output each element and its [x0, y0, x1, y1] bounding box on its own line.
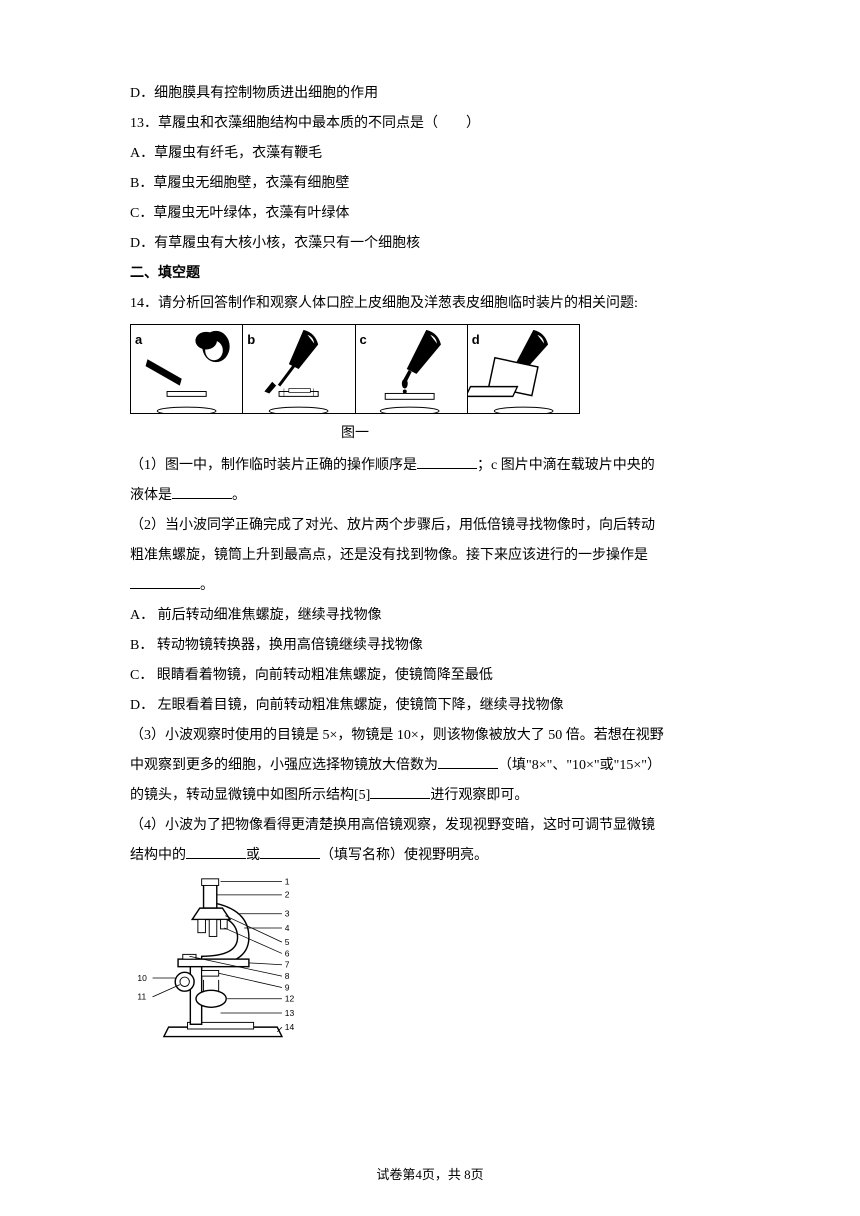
q14-p2-line2: 粗准焦螺旋，镜筒上升到最高点，还是没有找到物像。接下来应该进行的一步操作是: [130, 542, 730, 570]
q14-p4-line1: （4）小波为了把物像看得更清楚换用高倍镜观察，发现视野变暗，这时可调节显微镜: [130, 812, 730, 840]
q13-stem: 13．草履虫和衣藻细胞结构中最本质的不同点是（ ）: [130, 110, 730, 138]
micro-label-6: 6: [285, 948, 290, 958]
figure-b-illustration: [243, 325, 354, 413]
blank-6: [186, 842, 246, 859]
blank-3: [130, 572, 200, 589]
q14-p2-option-a: A． 前后转动细准焦螺旋，继续寻找物像: [130, 602, 730, 630]
page-footer: 试卷第4页，共 8页: [0, 1162, 860, 1188]
micro-label-8: 8: [285, 971, 290, 981]
q14-p3-line2: 中观察到更多的细胞，小强应选择物镜放大倍数为 （填"8×"、"10×"或"15×"…: [130, 752, 730, 780]
q14-p3-e: 进行观察即可。: [430, 788, 528, 803]
q14-p1-d: 。: [232, 488, 246, 503]
q14-p3-b: 中观察到更多的细胞，小强应选择物镜放大倍数为: [130, 758, 438, 773]
section-2-title: 二、填空题: [130, 260, 730, 288]
q14-p4-line2: 结构中的 或 （填写名称）使视野明亮。: [130, 842, 730, 870]
figure-a-illustration: [131, 325, 242, 413]
figure-one: a b c: [130, 324, 580, 414]
figure-cell-d: d: [468, 325, 579, 413]
q13-option-b: B．草履虫无细胞壁，衣藻有细胞壁: [130, 170, 730, 198]
figure-cell-b: b: [243, 325, 355, 413]
q14-p3-line1: （3）小波观察时使用的目镜是 5×，物镜是 10×，则该物像被放大了 50 倍。…: [130, 722, 730, 750]
micro-label-13: 13: [285, 1008, 295, 1018]
micro-label-9: 9: [285, 982, 290, 992]
q12-option-d: D．细胞膜具有控制物质进出细胞的作用: [130, 80, 730, 108]
q13-option-d: D．有草履虫有大核小核，衣藻只有一个细胞核: [130, 230, 730, 258]
q14-p1-c: 液体是: [130, 488, 172, 503]
micro-label-10: 10: [137, 973, 147, 983]
q14-p2-option-c: C． 眼睛看着物镜，向前转动粗准焦螺旋，使镜筒降至最低: [130, 662, 730, 690]
blank-1: [417, 452, 477, 469]
q14-p2-line1: （2）当小波同学正确完成了对光、放片两个步骤后，用低倍镜寻找物像时，向后转动: [130, 512, 730, 540]
q14-p1-line1: （1）图一中，制作临时装片正确的操作顺序是 ；c 图片中滴在载玻片中央的: [130, 452, 730, 480]
figure-cell-a: a: [131, 325, 243, 413]
q14-p2-c: 。: [200, 578, 214, 593]
q14-p1-a: （1）图一中，制作临时装片正确的操作顺序是: [130, 458, 417, 473]
microscope-diagram: 1 2 3 4 5 6 7 8 9 10 11 12 13 14: [130, 876, 330, 1046]
q13-option-c: C．草履虫无叶绿体，衣藻有叶绿体: [130, 200, 730, 228]
figure-c-illustration: [356, 325, 467, 413]
micro-label-2: 2: [285, 890, 290, 900]
q14-p4-d: （填写名称）使视野明亮。: [320, 848, 488, 863]
blank-2: [172, 482, 232, 499]
micro-label-14: 14: [285, 1022, 295, 1032]
q14-p2-line3: 。: [130, 572, 730, 600]
q14-p1-b: ；c 图片中滴在载玻片中央的: [477, 458, 655, 473]
figure-cell-c: c: [356, 325, 468, 413]
micro-label-4: 4: [285, 923, 290, 933]
q14-p1-line2: 液体是 。: [130, 482, 730, 510]
figure-one-caption: 图一: [130, 418, 580, 446]
q14-p3-line3: 的镜头，转动显微镜中如图所示结构[5] 进行观察即可。: [130, 782, 730, 810]
micro-label-12: 12: [285, 994, 295, 1004]
micro-label-5: 5: [285, 937, 290, 947]
q14-stem: 14．请分析回答制作和观察人体口腔上皮细胞及洋葱表皮细胞临时装片的相关问题:: [130, 290, 730, 318]
q14-p4-c: 或: [246, 848, 260, 863]
q14-p4-b: 结构中的: [130, 848, 186, 863]
q14-p3-c: （填"8×"、"10×"或"15×"）: [498, 758, 661, 773]
micro-label-11: 11: [137, 992, 146, 1002]
blank-4: [438, 752, 498, 769]
blank-7: [260, 842, 320, 859]
blank-5: [370, 782, 430, 799]
micro-label-3: 3: [285, 909, 290, 919]
figure-d-illustration: [468, 325, 579, 413]
q14-p2-option-d: D． 左眼看着目镜，向前转动粗准焦螺旋，使镜筒下降，继续寻找物像: [130, 692, 730, 720]
q13-option-a: A．草履虫有纤毛，衣藻有鞭毛: [130, 140, 730, 168]
micro-label-1: 1: [285, 877, 290, 887]
q14-p3-d: 的镜头，转动显微镜中如图所示结构[5]: [130, 788, 370, 803]
micro-label-7: 7: [285, 960, 290, 970]
q14-p2-option-b: B． 转动物镜转换器，换用高倍镜继续寻找物像: [130, 632, 730, 660]
